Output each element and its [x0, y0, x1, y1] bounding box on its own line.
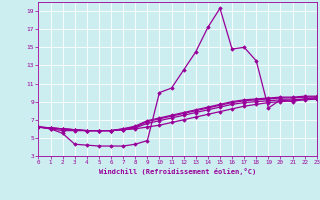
X-axis label: Windchill (Refroidissement éolien,°C): Windchill (Refroidissement éolien,°C) [99, 168, 256, 175]
